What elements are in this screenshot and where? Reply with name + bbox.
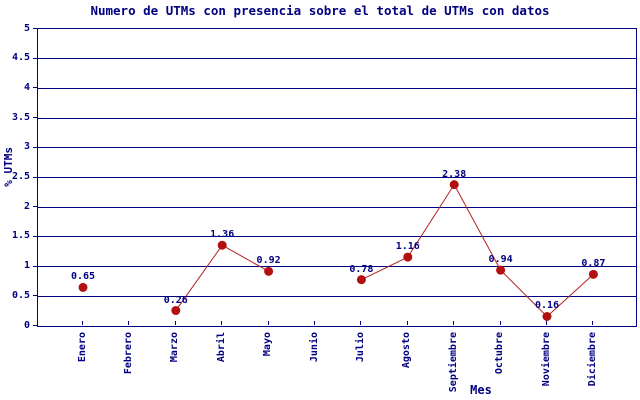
x-category-text: Abril <box>215 332 227 363</box>
y-tick-label: 3 <box>23 141 30 153</box>
x-category-label-marzo: Marzo <box>167 332 183 362</box>
x-category-text: Noviembre <box>540 332 552 387</box>
data-point-mayo <box>264 266 274 276</box>
x-category-text: Junio <box>308 332 320 363</box>
y-tick-label: 4 <box>23 81 30 93</box>
x-category-label-abril: Abril <box>213 332 229 362</box>
y-tick-label: 3.5 <box>11 111 30 123</box>
data-point-septiembre <box>449 180 459 190</box>
plot-area <box>37 28 637 327</box>
series-segment <box>361 256 409 281</box>
data-point-julio <box>356 275 366 285</box>
x-tick-mark <box>546 321 547 325</box>
gridline <box>38 147 636 149</box>
point-value-label: 1.36 <box>210 229 235 241</box>
x-category-text: Mayo <box>262 332 274 357</box>
point-value-label: 0.78 <box>349 263 374 275</box>
x-category-text: Julio <box>354 332 366 363</box>
y-tick-mark <box>33 325 37 326</box>
x-tick-mark <box>592 321 594 325</box>
x-tick-mark <box>406 321 408 325</box>
chart-title: Numero de UTMs con presencia sobre el to… <box>90 3 550 18</box>
y-tick-label: 1 <box>23 260 30 272</box>
y-tick-label: 0 <box>23 319 30 331</box>
gridline <box>38 117 636 119</box>
x-tick-mark <box>221 321 223 325</box>
x-category-text: Agosto <box>401 332 413 369</box>
x-category-label-noviembre: Noviembre <box>538 332 554 386</box>
gridline <box>38 177 636 178</box>
point-value-label: 0.65 <box>70 271 96 283</box>
point-value-label: 0.92 <box>256 255 281 267</box>
x-category-label-febrero: Febrero <box>120 332 136 374</box>
point-value-label: 0.16 <box>534 300 560 312</box>
series-segment <box>407 184 455 258</box>
x-axis-title: Mes <box>470 383 492 397</box>
y-tick-label: 1.5 <box>11 230 30 242</box>
point-value-label: 1.16 <box>395 241 420 253</box>
y-tick-mark <box>33 295 37 297</box>
data-point-noviembre <box>542 311 552 321</box>
y-tick-mark <box>33 117 37 119</box>
x-tick-mark <box>128 321 130 325</box>
series-layer <box>78 180 598 321</box>
y-tick-mark <box>33 87 37 89</box>
gridline <box>38 266 636 268</box>
x-tick-mark <box>453 321 455 325</box>
data-point-diciembre <box>588 269 598 279</box>
x-tick-mark <box>314 321 315 325</box>
x-tick-mark <box>360 321 362 325</box>
x-category-label-octubre: Octubre <box>492 332 508 374</box>
x-tick-mark <box>499 321 501 325</box>
x-category-text: Marzo <box>169 332 181 363</box>
point-value-label: 0.94 <box>488 254 513 266</box>
y-tick-label: 2.5 <box>11 171 30 182</box>
series-segment <box>175 244 223 311</box>
x-category-label-julio: Julio <box>352 332 368 362</box>
x-category-text: Octubre <box>494 332 506 375</box>
y-tick-mark <box>33 57 37 59</box>
data-point-enero <box>78 282 88 292</box>
x-category-text: Enero <box>76 332 88 363</box>
x-category-text: Diciembre <box>586 332 598 387</box>
series-segment <box>453 184 502 271</box>
gridline <box>38 87 636 89</box>
y-tick-mark <box>33 176 37 178</box>
y-tick-mark <box>33 146 37 148</box>
x-category-label-agosto: Agosto <box>399 332 415 368</box>
y-tick-mark <box>33 235 37 237</box>
series-segment <box>546 273 594 317</box>
series-segment <box>221 244 269 272</box>
x-category-label-junio: Junio <box>306 332 322 362</box>
y-tick-mark <box>33 265 37 267</box>
data-point-agosto <box>403 252 413 262</box>
y-tick-label: 2 <box>23 200 30 212</box>
y-tick-label: 5 <box>23 22 30 34</box>
point-value-label: 0.26 <box>163 294 188 306</box>
data-point-marzo <box>171 306 181 316</box>
series-segment <box>500 269 548 317</box>
gridline <box>38 295 636 297</box>
point-value-label: 2.38 <box>442 168 467 180</box>
data-point-abril <box>217 240 227 250</box>
x-tick-mark <box>174 321 176 325</box>
x-category-text: Febrero <box>122 332 134 375</box>
y-tick-mark <box>33 206 37 208</box>
x-tick-mark <box>267 321 269 325</box>
gridline <box>38 206 636 208</box>
x-tick-mark <box>82 321 83 325</box>
gridline <box>38 58 636 60</box>
x-category-label-enero: Enero <box>74 332 90 362</box>
y-tick-label: 4.5 <box>11 52 30 64</box>
gridline <box>38 236 636 238</box>
data-point-octubre <box>496 265 506 275</box>
x-category-label-mayo: Mayo <box>260 332 276 356</box>
x-category-label-diciembre: Diciembre <box>584 332 600 386</box>
point-value-label: 0.87 <box>581 258 606 270</box>
y-tick-mark <box>33 28 37 29</box>
y-tick-label: 0.5 <box>11 289 30 301</box>
